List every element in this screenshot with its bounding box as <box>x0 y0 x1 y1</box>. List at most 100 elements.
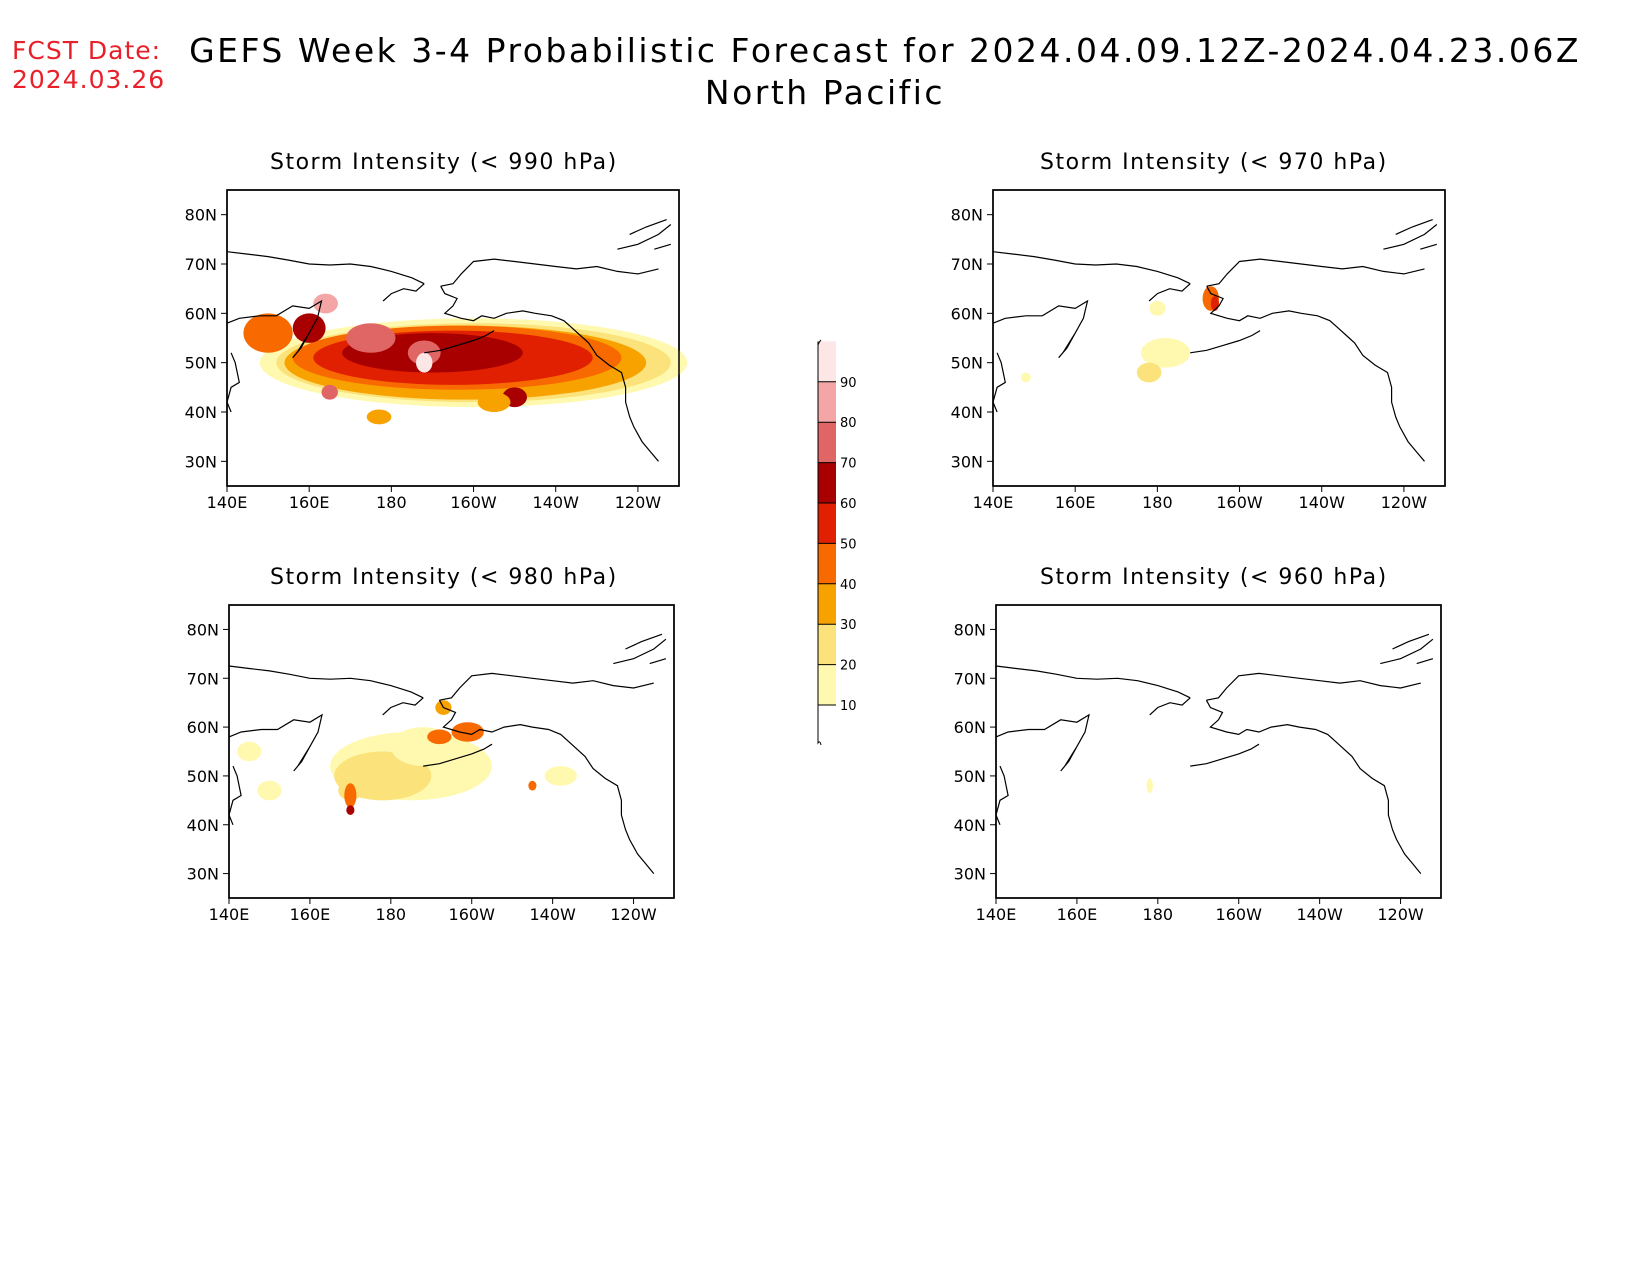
map-border <box>992 189 1446 487</box>
map-panel-p970 <box>992 189 1446 487</box>
coastline <box>1206 672 1421 701</box>
lat-tick-label: 50N <box>951 354 983 373</box>
lat-tick-label: 30N <box>951 452 983 471</box>
lat-tick-label: 70N <box>954 669 986 688</box>
colorbar-label: 20 <box>840 659 857 674</box>
lon-tick-label: 160W <box>449 905 496 924</box>
panel-title-970: Storm Intensity (< 970 hPa) <box>1040 150 1388 175</box>
probability-contour <box>346 805 355 815</box>
lat-tick-label: 80N <box>951 206 983 225</box>
colorbar-label: 10 <box>840 699 857 714</box>
probability-contour <box>243 313 293 353</box>
lon-tick-label: 160E <box>1057 905 1098 924</box>
colorbar-swatch <box>818 381 836 423</box>
probability-field-p970 <box>1020 286 1220 383</box>
probability-contour <box>1136 362 1162 383</box>
coastline <box>1205 699 1422 874</box>
colorbar-swatch <box>818 422 836 463</box>
colorbar-label: 90 <box>840 376 857 391</box>
coastline-group: 140E 160E 180 160W 140W 120W 80N 70N 60N 50N 40N 30… <box>185 189 680 512</box>
colorbar-swatch <box>818 462 836 503</box>
colorbar-label: 70 <box>840 457 857 472</box>
map-panel-p960 <box>995 604 1442 899</box>
lat-tick-label: 60N <box>954 718 986 737</box>
probability-contour <box>292 313 326 343</box>
lon-tick-label: 120W <box>1377 905 1424 924</box>
lon-tick-label: 140W <box>1299 493 1346 512</box>
colorbar-label: 80 <box>840 416 857 431</box>
coastline <box>995 665 1191 699</box>
lon-tick-label: 140E <box>209 905 250 924</box>
coastline <box>1190 330 1261 354</box>
lon-tick-label: 140W <box>1296 905 1343 924</box>
coastline <box>1395 219 1433 235</box>
coastline <box>1149 697 1191 716</box>
map-border <box>995 604 1442 899</box>
probability-contour <box>346 323 396 353</box>
fcst-label: FCST Date: <box>12 36 162 65</box>
panel-title-980: Storm Intensity (< 980 hPa) <box>270 565 618 590</box>
colorbar-swatch <box>818 624 836 665</box>
lat-tick-label: 30N <box>187 865 219 884</box>
probability-contour <box>257 780 282 801</box>
coastline <box>654 243 671 250</box>
colorbar-swatch <box>818 664 836 705</box>
coastline <box>1392 633 1430 650</box>
coastline <box>649 658 667 665</box>
probability-field-p980 <box>237 700 577 815</box>
coastline <box>424 330 495 354</box>
lat-tick-label: 70N <box>185 255 217 274</box>
coastline <box>992 251 1191 285</box>
coastline <box>382 697 424 716</box>
lat-tick-label: 40N <box>954 816 986 835</box>
lat-tick-label: 50N <box>187 767 219 786</box>
colorbar: 10 20 30 40 50 60 70 80 90 <box>817 339 857 746</box>
coastline <box>1190 743 1260 767</box>
lon-tick-label: 140E <box>207 493 248 512</box>
lon-tick-label: 140E <box>976 905 1017 924</box>
fcst-date: 2024.03.26 <box>12 65 166 94</box>
lon-tick-label: 180 <box>376 493 407 512</box>
lon-tick-label: 180 <box>376 905 407 924</box>
lon-tick-label: 120W <box>1381 493 1428 512</box>
lat-tick-label: 30N <box>185 452 217 471</box>
lat-tick-label: 80N <box>954 620 986 639</box>
colorbar-label: 60 <box>840 497 857 512</box>
lat-tick-label: 30N <box>954 865 986 884</box>
probability-contour <box>416 352 433 373</box>
probability-contour <box>528 780 537 791</box>
probability-contour <box>344 783 357 808</box>
colorbar-top-cap <box>818 340 836 342</box>
lon-tick-label: 160W <box>1216 493 1263 512</box>
probability-contour <box>1146 778 1153 794</box>
coastline <box>1420 243 1437 250</box>
colorbar-swatch <box>818 503 836 544</box>
probability-contour <box>237 741 262 762</box>
probability-contour <box>321 384 338 400</box>
probability-contour <box>477 392 511 412</box>
probability-field-p960 <box>1146 778 1153 794</box>
probability-contour <box>1020 372 1031 383</box>
probability-contour <box>451 722 484 742</box>
page-title: GEFS Week 3-4 Probabilistic Forecast for… <box>0 30 1650 114</box>
coastline <box>226 299 323 359</box>
lat-tick-label: 70N <box>951 255 983 274</box>
lon-tick-label: 160E <box>1055 493 1096 512</box>
coastline-group: 140E 160E 180 160W 140W 120W 80N 70N 60N 50N 40N 30… <box>951 189 1446 512</box>
coastline <box>1380 638 1434 665</box>
lon-tick-label: 140E <box>973 493 1014 512</box>
subtitle: North Pacific <box>704 73 946 112</box>
lat-tick-label: 70N <box>187 669 219 688</box>
coastline <box>625 633 663 650</box>
colorbar-swatch <box>818 341 836 382</box>
lat-tick-label: 80N <box>187 620 219 639</box>
coastline <box>617 224 672 250</box>
panel-title-960: Storm Intensity (< 960 hPa) <box>1040 565 1388 590</box>
lat-tick-label: 40N <box>951 403 983 422</box>
coastline <box>228 665 424 699</box>
probability-contour <box>366 409 392 425</box>
coastline <box>226 251 425 285</box>
lat-tick-label: 40N <box>185 403 217 422</box>
coastline <box>228 713 323 772</box>
